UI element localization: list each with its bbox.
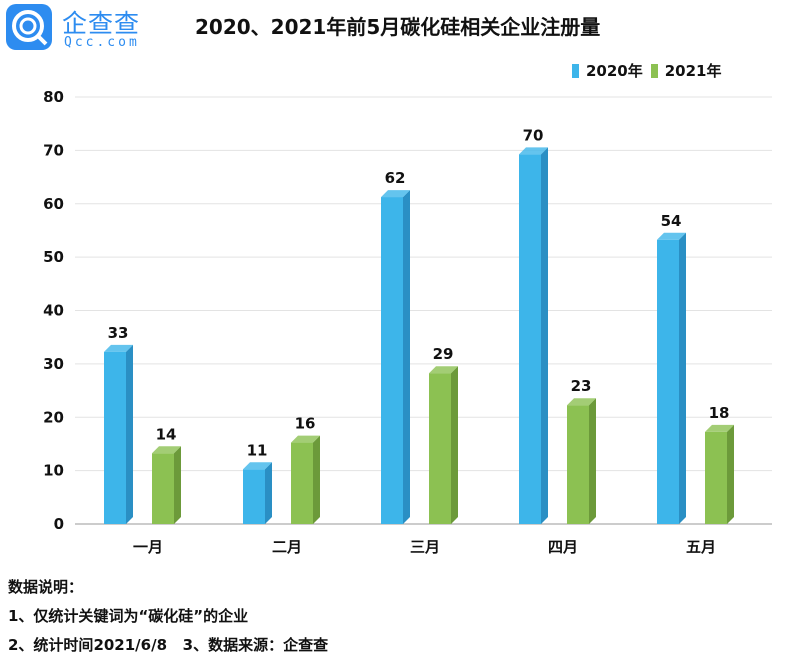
y-tick-label: 80 — [43, 88, 64, 106]
y-tick-label: 70 — [43, 141, 64, 159]
data-label: 23 — [571, 377, 592, 395]
y-tick-label: 20 — [43, 408, 64, 426]
bar-2021年-五月 — [705, 431, 727, 524]
x-tick-label: 一月 — [133, 538, 163, 556]
y-tick-label: 0 — [54, 515, 64, 533]
data-label: 62 — [385, 169, 406, 187]
y-tick-label: 60 — [43, 195, 64, 213]
chart-title: 2020、2021年前5月碳化硅相关企业注册量 — [195, 15, 601, 39]
bar-side — [174, 446, 181, 524]
bar-side — [265, 462, 272, 524]
qcc-logo-icon — [6, 4, 52, 50]
x-tick-label: 三月 — [410, 538, 440, 556]
bar-top — [152, 446, 181, 454]
logo-name: 企查查 — [62, 9, 141, 38]
bar-top — [429, 366, 458, 374]
bar-top — [243, 462, 272, 470]
x-tick-label: 四月 — [548, 538, 578, 556]
notes-line-1: 1、仅统计关键词为“碳化硅”的企业 — [8, 607, 249, 625]
bar-top — [291, 435, 320, 443]
data-label: 33 — [108, 324, 129, 342]
bar-2020年-五月 — [657, 239, 679, 524]
bar-top — [104, 344, 133, 352]
bar-top — [519, 147, 548, 155]
data-label: 18 — [709, 404, 730, 422]
notes-line-2: 2、统计时间2021/6/8 3、数据来源：企查查 — [8, 636, 329, 654]
bar-top — [381, 190, 410, 198]
bar-2020年-四月 — [519, 154, 541, 524]
legend-swatch-2020 — [572, 63, 579, 78]
bar-top — [657, 232, 686, 240]
y-tick-label: 30 — [43, 355, 64, 373]
legend-swatch-2021 — [650, 63, 658, 78]
legend-label-2020: 2020年 — [586, 62, 643, 80]
notes-heading: 数据说明： — [8, 578, 84, 596]
data-label: 14 — [156, 425, 177, 443]
data-label: 54 — [661, 212, 682, 230]
data-label: 11 — [247, 441, 268, 459]
x-tick-label: 五月 — [686, 538, 716, 556]
bar-side — [727, 424, 734, 524]
y-tick-label: 50 — [43, 248, 64, 266]
y-tick-label: 10 — [43, 462, 64, 480]
bar-2021年-三月 — [429, 373, 451, 524]
notes: 数据说明： 1、仅统计关键词为“碳化硅”的企业 2、统计时间2021/6/8 3… — [8, 573, 328, 660]
bar-side — [541, 147, 548, 524]
bar-side — [313, 435, 320, 524]
logo-sub: Qcc.com — [64, 35, 140, 50]
legend-label-2021: 2021年 — [664, 62, 722, 80]
bar-2021年-一月 — [152, 453, 174, 524]
bar-side — [589, 398, 596, 524]
bar-side — [451, 366, 458, 524]
bar-2021年-四月 — [567, 405, 589, 524]
bar-top — [567, 398, 596, 406]
bar-side — [403, 190, 410, 524]
bar-2020年-二月 — [243, 469, 265, 524]
bar-2020年-三月 — [381, 197, 403, 524]
bar-side — [126, 344, 133, 524]
bar-top — [705, 424, 734, 432]
data-label: 16 — [295, 415, 316, 433]
bar-2021年-二月 — [291, 442, 313, 524]
x-tick-label: 二月 — [272, 538, 302, 556]
data-label: 29 — [433, 345, 454, 363]
data-label: 70 — [523, 126, 544, 144]
y-tick-label: 40 — [43, 302, 64, 320]
bar-2020年-一月 — [104, 351, 126, 524]
bar-side — [679, 232, 686, 524]
legend: 2020年 2021年 — [572, 60, 722, 81]
